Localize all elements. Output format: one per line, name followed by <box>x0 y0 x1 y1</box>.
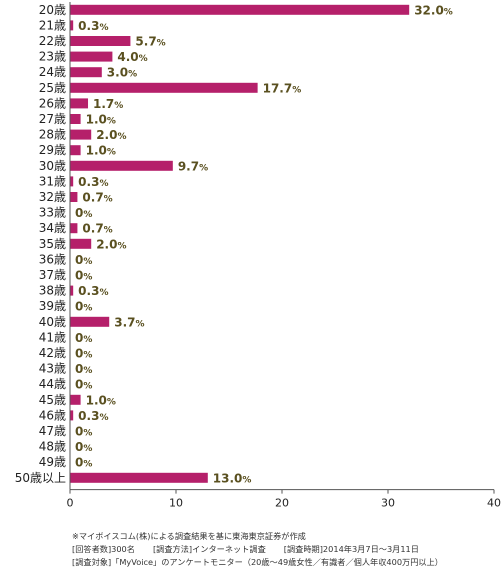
data-label: 1.0% <box>86 144 116 158</box>
data-label: 0% <box>75 347 92 361</box>
data-label: 0% <box>75 378 92 392</box>
data-label: 0% <box>75 456 92 470</box>
bar <box>70 394 81 405</box>
bar <box>70 51 113 62</box>
data-label: 1.0% <box>86 393 116 407</box>
bar <box>70 129 92 140</box>
bar <box>70 114 81 124</box>
bar <box>70 98 89 109</box>
category-label: 30歳 <box>39 159 66 173</box>
method-note: [調査方法]インターネット調査 <box>152 544 266 554</box>
category-label: 44歳 <box>39 377 66 391</box>
data-label: 0% <box>75 300 92 314</box>
data-label: 1.7% <box>93 97 123 111</box>
data-label: 0% <box>75 440 92 454</box>
category-label: 42歳 <box>39 346 66 360</box>
data-label: 9.7% <box>178 159 208 173</box>
category-label: 40歳 <box>39 315 66 329</box>
data-label: 0% <box>75 206 92 220</box>
category-label: 29歳 <box>39 143 66 157</box>
value-labels: 32.0%0.3%5.7%4.0%3.0%17.7%1.7%1.0%2.0%1.… <box>75 3 453 485</box>
bar <box>70 176 74 187</box>
data-label: 0.3% <box>78 19 108 33</box>
data-label: 1.0% <box>86 113 116 127</box>
survey-info-line: [回答者数]300名 [調査方法]インターネット調査 [調査時期]2014年3月7日… <box>72 543 500 556</box>
category-label: 46歳 <box>39 408 66 422</box>
data-label: 17.7% <box>263 81 302 95</box>
x-tick-label: 40 <box>487 497 501 510</box>
target-note: [調査対象]「MyVoice」のアンケートモニター（20歳～49歳女性／有識者／… <box>72 557 443 567</box>
bar <box>70 410 74 421</box>
bar <box>70 316 110 327</box>
data-label: 5.7% <box>135 35 165 49</box>
data-label: 2.0% <box>96 128 126 142</box>
x-tick-label: 20 <box>275 497 289 510</box>
bars <box>70 4 410 483</box>
category-label: 23歳 <box>39 50 66 64</box>
respondents-note: [回答者数]300名 <box>72 544 135 554</box>
category-label: 45歳 <box>39 393 66 407</box>
x-tick-label: 10 <box>169 497 183 510</box>
data-label: 0.3% <box>78 284 108 298</box>
bar <box>70 4 410 15</box>
category-label: 28歳 <box>39 128 66 142</box>
data-label: 4.0% <box>117 50 147 64</box>
data-label: 3.7% <box>114 315 144 329</box>
data-label: 0.7% <box>82 191 112 205</box>
x-axis: 0 10 20 30 40 <box>67 2 501 510</box>
bar <box>70 145 81 156</box>
category-label: 24歳 <box>39 65 66 79</box>
category-label: 48歳 <box>39 440 66 454</box>
bar <box>70 223 78 234</box>
bar <box>70 20 74 31</box>
bar <box>70 192 78 202</box>
data-label: 13.0% <box>213 471 252 485</box>
category-label: 47歳 <box>39 424 66 438</box>
category-label: 31歳 <box>39 174 66 188</box>
category-label: 20歳 <box>39 3 66 17</box>
bar <box>70 82 258 93</box>
data-label: 0% <box>75 269 92 283</box>
category-label: 49歳 <box>39 455 66 469</box>
data-label: 0% <box>75 425 92 439</box>
data-label: 0% <box>75 253 92 267</box>
category-label: 37歳 <box>39 268 66 282</box>
data-label: 0% <box>75 331 92 345</box>
category-label: 39歳 <box>39 299 66 313</box>
category-label: 21歳 <box>39 18 66 32</box>
category-label: 26歳 <box>39 96 66 110</box>
data-label: 0.3% <box>78 175 108 189</box>
data-label: 0% <box>75 362 92 376</box>
category-label: 36歳 <box>39 252 66 266</box>
category-label: 32歳 <box>39 190 66 204</box>
source-note: ※マイボイスコム(株)による調査結果を基に東海東京証券が作成 <box>72 531 306 541</box>
x-tick-label: 0 <box>67 497 74 510</box>
category-label: 50歳以上 <box>15 471 66 485</box>
bar <box>70 67 102 78</box>
bar <box>70 472 208 483</box>
category-label: 25歳 <box>39 81 66 95</box>
category-label: 41歳 <box>39 330 66 344</box>
category-label: 35歳 <box>39 237 66 251</box>
bar <box>70 285 74 296</box>
bar <box>70 160 173 171</box>
category-label: 34歳 <box>39 221 66 235</box>
x-tick-label: 30 <box>381 497 395 510</box>
category-label: 38歳 <box>39 284 66 298</box>
category-label: 43歳 <box>39 362 66 376</box>
data-label: 2.0% <box>96 237 126 251</box>
category-label: 22歳 <box>39 34 66 48</box>
data-label: 0.7% <box>82 222 112 236</box>
category-label: 27歳 <box>39 112 66 126</box>
period-note: [調査時期]2014年3月7日～3月11日 <box>283 544 419 554</box>
data-label: 32.0% <box>414 3 453 17</box>
data-label: 0.3% <box>78 409 108 423</box>
bar <box>70 238 92 249</box>
data-label: 3.0% <box>107 66 137 80</box>
bar <box>70 36 131 46</box>
chart-notes: ※マイボイスコム(株)による調査結果を基に東海東京証券が作成 [回答者数]300… <box>72 530 500 569</box>
category-label: 33歳 <box>39 206 66 220</box>
